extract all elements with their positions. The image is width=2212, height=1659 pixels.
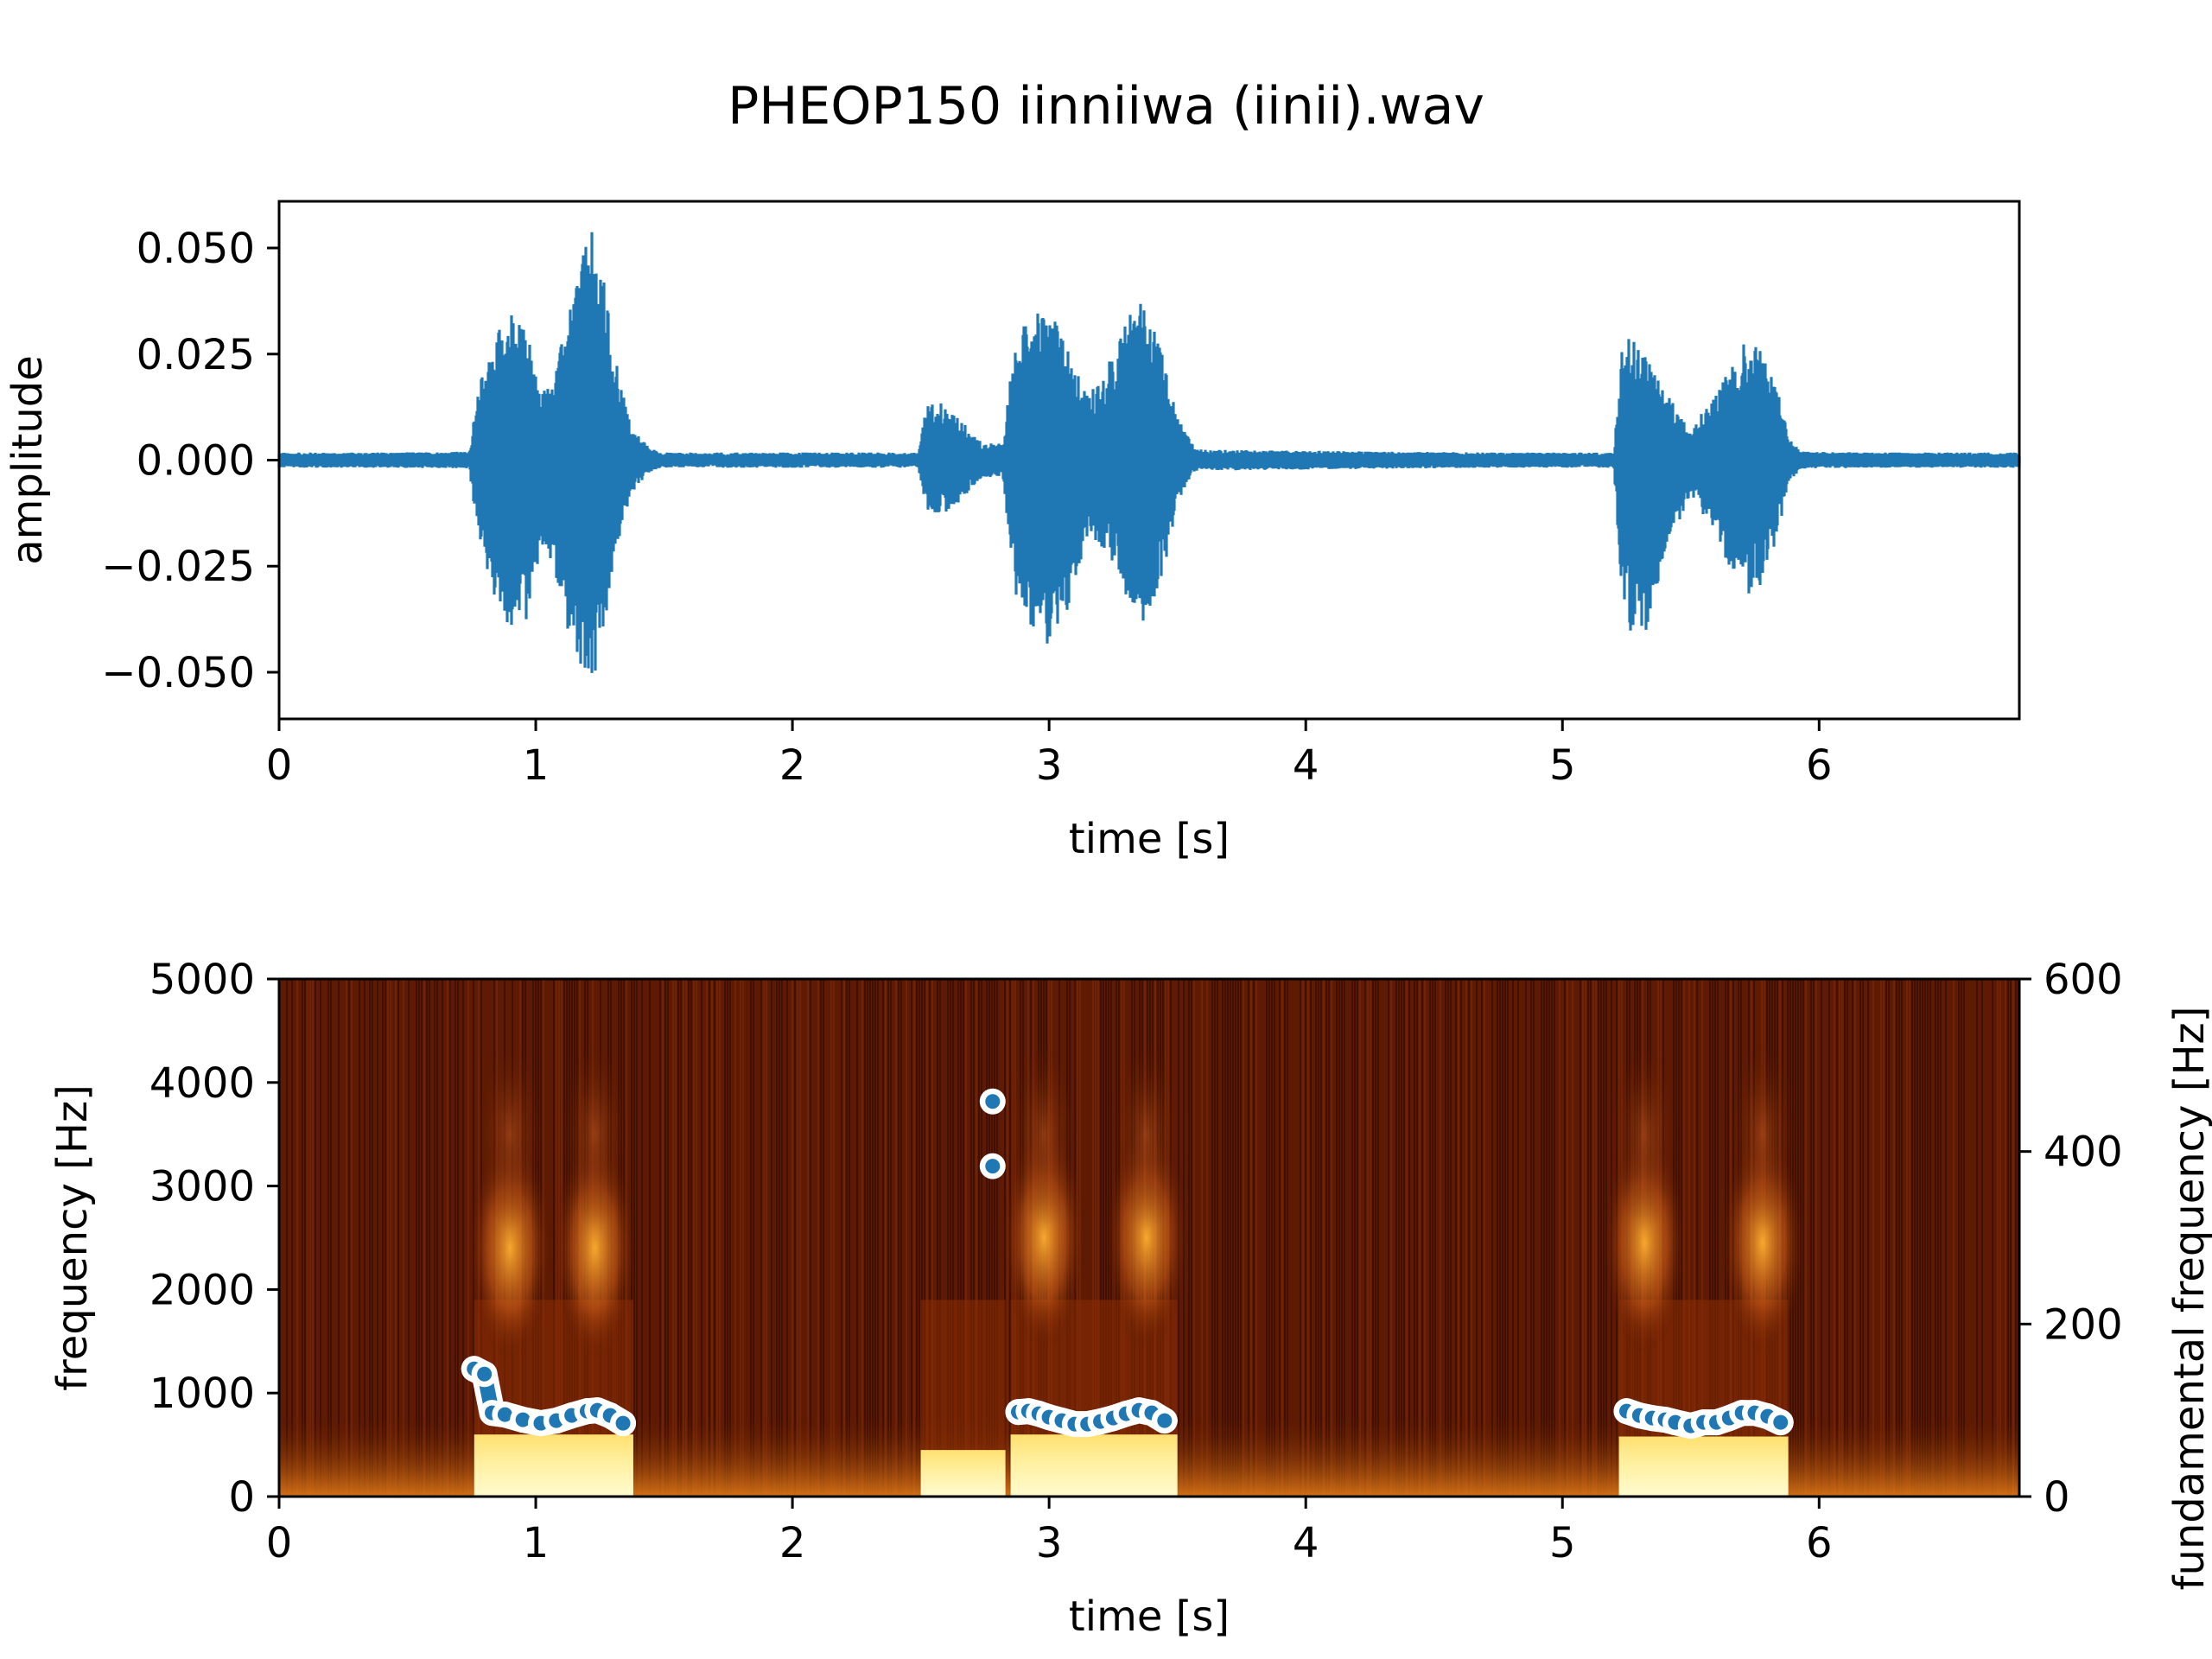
f0-point [1773,1414,1789,1430]
spectrogram-xlabel: time [s] [1069,1592,1230,1641]
waveform-xtick-label: 3 [1036,741,1063,790]
waveform-ytick-label: 0.000 [137,437,255,486]
figure-title: PHEOP150 iinniiwa (iinii).wav [728,76,1484,137]
spectrogram-formant-high [1009,1039,1079,1230]
f0-point [477,1366,493,1382]
spectrogram-ylabel: frequency [Hz] [48,1084,97,1391]
waveform-series [277,232,2021,673]
spectrogram-formant-high [1727,1039,1797,1230]
waveform-ylabel: amplitude [3,355,52,565]
spectrogram-ytick-label: 5000 [149,956,255,1004]
spectrogram-ytick-label: 4000 [149,1059,255,1108]
spectrogram-xtick-label: 6 [1806,1519,1833,1567]
spectrogram-y2label: fundamental frequency [Hz] [2165,1007,2212,1591]
waveform-ytick-label: 0.025 [137,331,255,379]
spectrogram-xtick-label: 4 [1293,1519,1319,1567]
f0-series [461,1088,1794,1440]
spectrogram-syllable-4 [1618,1436,1789,1497]
waveform-xtick-label: 5 [1549,741,1576,790]
f0-point [985,1094,1001,1109]
spectrogram-y2tick-label: 600 [2044,956,2123,1004]
spectrogram-plot: 0 1 2 3 4 5 6 0 1000 2000 3000 4000 5000 0 200 400 600 ti… [48,956,2212,1641]
waveform-ytick-label: −0.025 [101,543,255,591]
spectrogram-y2tick-label: 400 [2044,1128,2123,1177]
f0-point [615,1415,631,1431]
spectrogram-xtick-label: 3 [1036,1519,1063,1567]
spectrogram-xtick-label: 1 [523,1519,550,1567]
waveform-xtick-label: 1 [523,741,550,790]
spectrogram-xtick-label: 2 [779,1519,806,1567]
waveform-xlabel: time [s] [1069,815,1230,863]
waveform-xtick-label: 2 [779,741,806,790]
spectrogram-syllable-band [920,1300,1006,1451]
spectrogram-axes-frame [277,977,2021,1498]
spectrogram-formant-high [1112,1039,1182,1230]
spectrogram-syllable-3 [1010,1434,1178,1497]
waveform-ytick-label: 0.050 [137,225,255,273]
f0-point [1157,1413,1173,1428]
waveform-xtick-label: 4 [1293,741,1319,790]
f0-point [497,1407,512,1422]
spectrogram-y2tick-label: 0 [2044,1473,2070,1522]
spectrogram-formant-high [1610,1039,1680,1230]
spectrogram-y2tick-label: 200 [2044,1300,2123,1349]
spectrogram-formant-high [560,1039,630,1230]
spectrogram-xtick-label: 5 [1549,1519,1576,1567]
f0-point [515,1412,531,1427]
waveform-plot: 0 1 2 3 4 5 6 0.050 0.025 0.000 −0.025 −0.050 time [… [3,200,2021,863]
spectrogram-xtick-label: 0 [266,1519,293,1567]
spectrogram-ytick-label: 0 [228,1473,255,1522]
spectrogram-ytick-label: 2000 [149,1266,255,1314]
waveform-xtick-label: 6 [1806,741,1833,790]
spectrogram-syllable-1 [474,1434,633,1497]
waveform-xtick-label: 0 [266,741,293,790]
spectrogram-ytick-label: 3000 [149,1163,255,1211]
spectrogram-ytick-label: 1000 [149,1370,255,1418]
f0-point [985,1159,1001,1174]
waveform-ytick-label: −0.050 [101,649,255,697]
spectrogram-formant-high [475,1039,545,1230]
spectrogram-syllable-2 [920,1450,1006,1497]
